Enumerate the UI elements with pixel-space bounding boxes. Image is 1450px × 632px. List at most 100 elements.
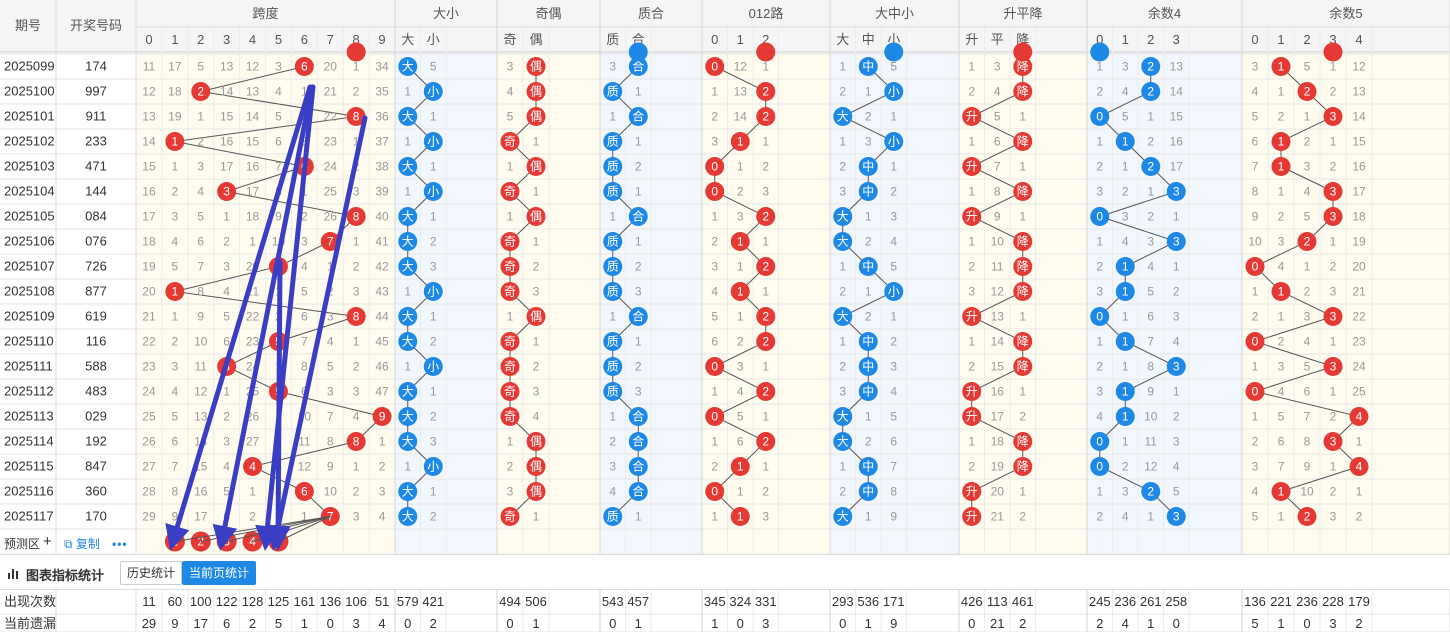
miss-count: 3 xyxy=(353,285,360,299)
miss-count: 3 xyxy=(1304,310,1311,324)
stats-value: 113 xyxy=(987,594,1008,609)
hit-label: 1 xyxy=(1122,335,1129,349)
miss-count: 6 xyxy=(1304,385,1311,399)
miss-count: 23 xyxy=(1352,335,1366,349)
hit-ball xyxy=(1090,457,1110,476)
partial-ball xyxy=(756,42,776,62)
miss-count: 1 xyxy=(1304,110,1311,124)
period-cell: 2025110 xyxy=(4,334,54,349)
miss-count: 2 xyxy=(223,235,230,249)
miss-count: 1 xyxy=(1096,335,1103,349)
hit-ball xyxy=(884,82,904,101)
miss-count: 1 xyxy=(609,210,616,224)
miss-count: 4 xyxy=(172,235,179,249)
hit-ball xyxy=(628,432,648,451)
miss-count: 7 xyxy=(1304,410,1311,424)
miss-count: 38 xyxy=(375,160,389,174)
miss-count: 35 xyxy=(375,85,389,99)
more-icon[interactable]: ••• xyxy=(112,537,128,551)
miss-count: 41 xyxy=(375,235,389,249)
hit-ball xyxy=(833,407,853,426)
miss-count: 13 xyxy=(142,110,156,124)
miss-count: 3 xyxy=(197,160,204,174)
bar-chart-icon xyxy=(8,567,20,579)
miss-count: 15 xyxy=(1352,135,1366,149)
hit-label: 0 xyxy=(711,360,718,374)
history-stats-button[interactable]: 历史统计 xyxy=(120,561,183,585)
hit-label: 中 xyxy=(862,259,874,274)
number-cell: 619 xyxy=(85,309,107,324)
hit-label: 质 xyxy=(607,360,619,374)
miss-count: 8 xyxy=(301,360,308,374)
miss-count: 5 xyxy=(507,110,514,124)
hit-ball xyxy=(1013,82,1033,101)
miss-count: 22 xyxy=(246,310,260,324)
miss-count: 21 xyxy=(142,310,156,324)
add-icon[interactable]: + xyxy=(43,533,52,550)
stats-value: 1 xyxy=(532,616,539,631)
hit-label: 1 xyxy=(737,285,744,299)
miss-count: 3 xyxy=(533,385,540,399)
hit-ball xyxy=(628,207,648,226)
hit-label: 2 xyxy=(1147,160,1154,174)
miss-count: 1 xyxy=(533,235,540,249)
hit-label: 2 xyxy=(197,85,204,99)
hit-ball xyxy=(603,257,623,276)
miss-count: 18 xyxy=(991,435,1005,449)
stats-value: 0 xyxy=(609,616,616,631)
miss-count: 14 xyxy=(1170,85,1184,99)
miss-count: 1 xyxy=(404,185,411,199)
partial-ball xyxy=(628,42,648,62)
hit-ball xyxy=(756,382,776,401)
hit-label: 中 xyxy=(862,459,874,474)
partial-ball xyxy=(884,42,904,62)
miss-count: 16 xyxy=(991,385,1005,399)
miss-count: 1 xyxy=(762,360,769,374)
miss-count: 1 xyxy=(865,210,872,224)
hit-label: 偶 xyxy=(530,160,542,174)
number-cell: 483 xyxy=(85,384,107,399)
hit-ball xyxy=(1013,182,1033,201)
number-cell: 174 xyxy=(85,59,107,74)
sub-header: 1 xyxy=(737,32,744,47)
miss-count: 2 xyxy=(890,335,897,349)
miss-count: 3 xyxy=(172,210,179,224)
miss-count: 6 xyxy=(1252,135,1259,149)
miss-count: 6 xyxy=(197,235,204,249)
miss-count: 1 xyxy=(1356,485,1363,499)
miss-count: 17 xyxy=(1170,160,1184,174)
hit-ball xyxy=(603,357,623,376)
group-bg xyxy=(702,52,830,554)
miss-count: 8 xyxy=(172,485,179,499)
miss-count: 1 xyxy=(865,410,872,424)
hit-ball xyxy=(705,57,725,76)
hit-ball xyxy=(1090,307,1110,326)
group-header: 余数4 xyxy=(1148,6,1181,21)
stats-value: 245 xyxy=(1089,594,1111,609)
miss-count: 8 xyxy=(994,185,1001,199)
sub-header: 0 xyxy=(1251,32,1258,47)
miss-count: 4 xyxy=(1278,260,1285,274)
copy-button[interactable]: ⧉ 复制 xyxy=(64,534,100,554)
current-page-stats-button[interactable]: 当前页统计 xyxy=(182,561,257,585)
hit-ball xyxy=(1090,432,1110,451)
miss-count: 1 xyxy=(249,485,256,499)
hit-ball xyxy=(398,157,418,176)
miss-count: 7 xyxy=(301,335,308,349)
miss-count: 22 xyxy=(1352,310,1366,324)
hit-label: 3 xyxy=(1173,185,1180,199)
group-header: 奇偶 xyxy=(535,6,561,21)
miss-count: 2 xyxy=(839,485,846,499)
sub-header: 1 xyxy=(1277,32,1284,47)
number-cell: 192 xyxy=(85,434,107,449)
hit-ball xyxy=(603,332,623,351)
stats-value: 21 xyxy=(990,616,1004,631)
miss-count: 5 xyxy=(1304,210,1311,224)
hit-ball xyxy=(372,407,392,426)
miss-count: 2 xyxy=(1330,485,1337,499)
hit-ball xyxy=(1013,132,1033,151)
miss-count: 4 xyxy=(1278,385,1285,399)
hit-ball xyxy=(962,157,982,176)
sub-header: 大 xyxy=(401,32,414,47)
